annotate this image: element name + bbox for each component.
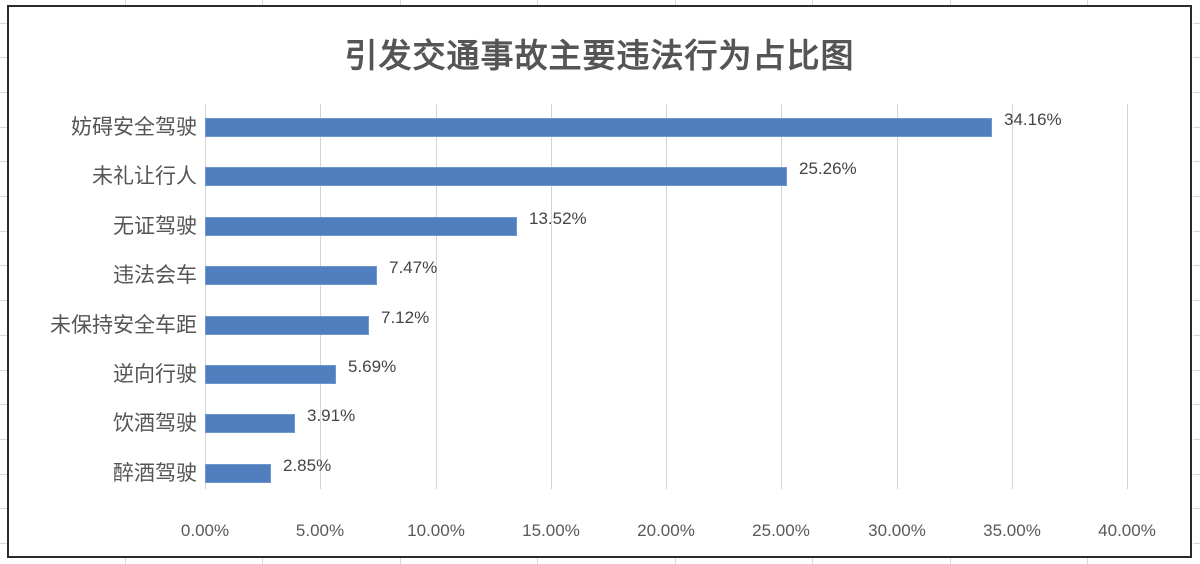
sheet-gridline [1193,23,1200,24]
x-gridline [436,104,437,489]
sheet-gridline [262,558,263,564]
x-tick-label: 0.00% [180,521,230,540]
sheet-gridline [0,439,7,440]
sheet-gridline [1193,161,1200,162]
x-tick-label: 40.00% [1098,521,1156,540]
sheet-gridline [1193,300,1200,301]
x-gridline [897,104,898,489]
chart-area[interactable]: 引发交通事故主要违法行为占比图 0.00% 5.00% 10.00% 15.00% 20… [7,5,1192,558]
x-tick-label: 35.00% [983,521,1041,540]
x-tick-label: 30.00% [868,521,926,540]
sheet-gridline [0,196,7,197]
y-category-label: 饮酒驾驶 [113,411,197,435]
x-gridline [205,104,206,489]
sheet-gridline [125,0,126,6]
plot-area: 0.00% 5.00% 10.00% 15.00% 20.00% 25.00% 30.00%… [9,7,1190,556]
sheet-gridline [0,474,7,475]
x-gridline [666,104,667,489]
bar[interactable] [205,365,336,384]
sheet-gridline [0,161,7,162]
sheet-gridline [0,57,7,58]
bar[interactable] [205,316,369,335]
sheet-gridline [1193,196,1200,197]
bar[interactable] [205,414,295,433]
sheet-gridline [1193,57,1200,58]
y-category-label: 未保持安全车距 [50,313,197,337]
sheet-gridline [0,335,7,336]
sheet-gridline [262,0,263,6]
sheet-gridline [1087,0,1088,6]
sheet-gridline [1193,265,1200,266]
y-category-label: 违法会车 [113,263,197,287]
chart-title[interactable]: 引发交通事故主要违法行为占比图 [344,36,855,75]
sheet-gridline [1193,92,1200,93]
sheet-gridline [1193,543,1200,544]
sheet-gridline [812,558,813,564]
x-gridline [1012,104,1013,489]
sheet-gridline [1193,508,1200,509]
bar[interactable] [205,464,271,483]
x-tick-label: 10.00% [407,521,465,540]
sheet-gridline [1193,474,1200,475]
sheet-gridline [0,23,7,24]
sheet-gridline [1193,370,1200,371]
sheet-gridline [1193,439,1200,440]
bar[interactable] [205,167,787,186]
bar[interactable] [205,217,517,236]
sheet-gridline [950,558,951,564]
y-category-label: 未礼让行人 [92,164,197,188]
sheet-gridline [0,127,7,128]
data-label: 5.69% [348,357,397,376]
x-tick-label: 5.00% [295,521,345,540]
sheet-gridline [0,543,7,544]
data-label: 2.85% [283,456,332,475]
x-gridline [781,104,782,489]
sheet-gridline [0,92,7,93]
bar[interactable] [205,118,992,137]
y-category-label: 妨碍安全驾驶 [71,115,197,139]
sheet-gridline [0,508,7,509]
y-category-label: 无证驾驶 [113,214,197,238]
data-label: 7.47% [389,258,438,277]
sheet-gridline [1193,335,1200,336]
data-label: 13.52% [529,209,587,228]
sheet-gridline [675,558,676,564]
sheet-gridline [675,0,676,6]
bar[interactable] [205,266,377,285]
sheet-gridline [537,0,538,6]
data-label: 25.26% [799,159,857,178]
sheet-gridline [537,558,538,564]
sheet-gridline [1193,404,1200,405]
sheet-gridline [125,558,126,564]
sheet-gridline [0,404,7,405]
x-tick-label: 20.00% [637,521,695,540]
sheet-gridline [812,0,813,6]
sheet-gridline [0,265,7,266]
sheet-gridline [400,0,401,6]
sheet-gridline [0,231,7,232]
sheet-gridline [1087,558,1088,564]
x-gridline [551,104,552,489]
data-label: 7.12% [381,308,430,327]
x-tick-label: 25.00% [752,521,810,540]
y-category-label: 逆向行驶 [113,362,197,386]
x-gridline [320,104,321,489]
sheet-gridline [1193,231,1200,232]
data-label: 34.16% [1004,110,1062,129]
sheet-gridline [0,370,7,371]
x-tick-label: 15.00% [522,521,580,540]
data-label: 3.91% [307,406,356,425]
y-category-label: 醉酒驾驶 [113,461,197,485]
sheet-gridline [950,0,951,6]
sheet-gridline [400,558,401,564]
sheet-gridline [1193,127,1200,128]
x-gridline [1127,104,1128,489]
sheet-gridline [0,300,7,301]
